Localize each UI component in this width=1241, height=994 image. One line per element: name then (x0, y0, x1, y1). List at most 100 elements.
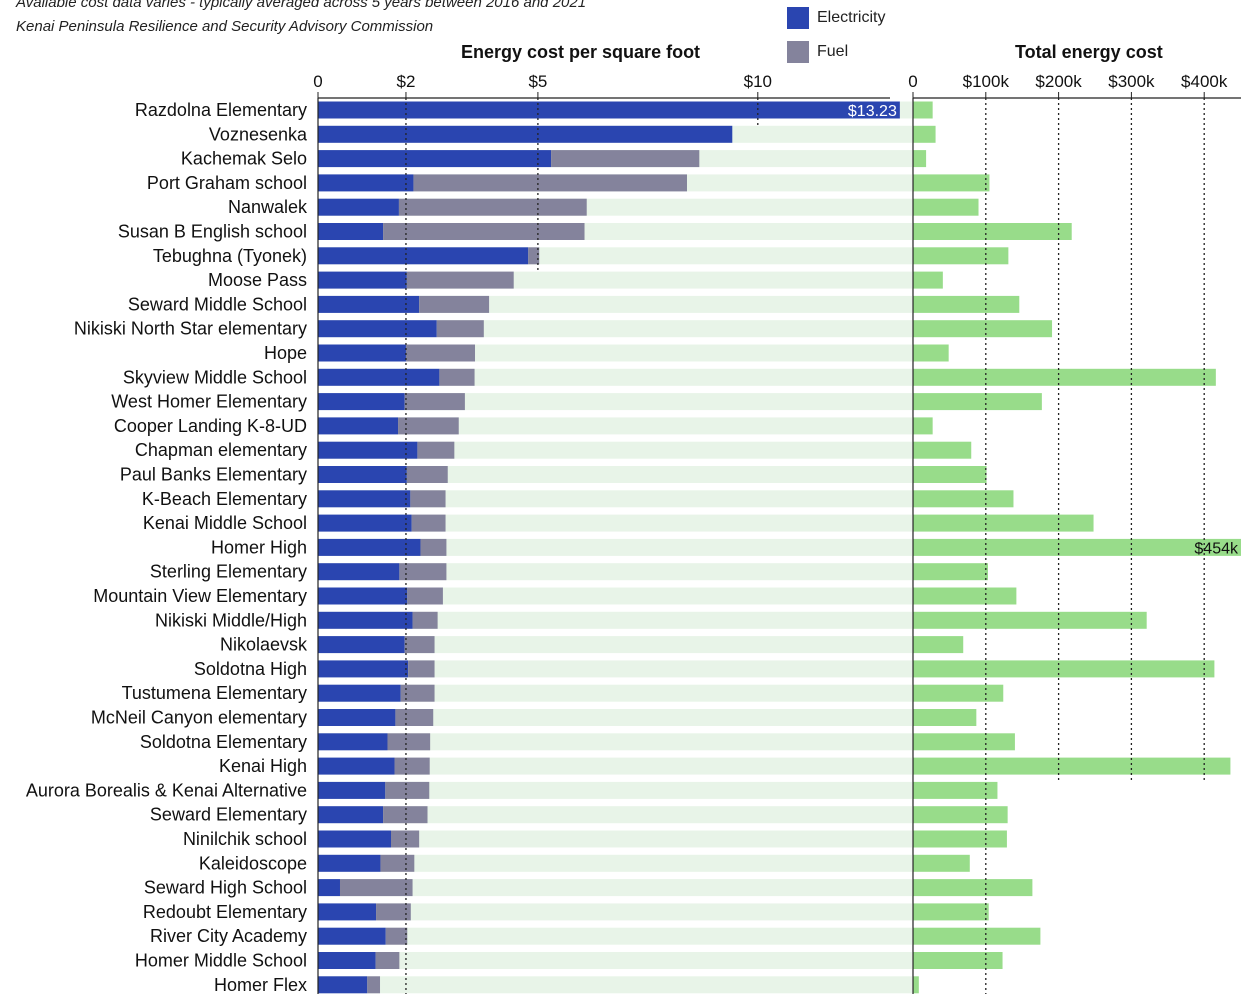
row-background-homer-middle-school (318, 952, 912, 969)
category-label-nikiski-middle-high: Nikiski Middle/High (155, 610, 307, 630)
electricity-bar-nikiski-middle-high (318, 611, 413, 629)
electricity-bar-cooper-landing-k-8-ud (318, 417, 399, 435)
total-bar-skyview-middle-school (913, 368, 1216, 386)
total-bar-aurora-borealis-kenai-alternative (913, 781, 998, 799)
category-label-kaleidoscope: Kaleidoscope (199, 853, 307, 873)
x-tick-label-10: $10 (744, 72, 772, 91)
fuel-bar-chapman-elementary (417, 441, 455, 459)
fuel-bar-nikiski-middle-high (412, 611, 438, 629)
x-tick-label-0: 0 (313, 72, 322, 91)
row-background-west-homer-elementary (318, 393, 912, 411)
row-background-nikiski-middle-high (318, 611, 912, 629)
electricity-bar-nikiski-north-star-elementary (318, 320, 437, 338)
data-label-razdolna-elementary: $13.23 (848, 103, 897, 120)
total-energy-title: Total energy cost (1015, 42, 1163, 62)
category-label-homer-middle-school: Homer Middle School (135, 951, 307, 971)
row-background-kenai-middle-school (318, 514, 912, 532)
row-background-homer-flex (318, 976, 912, 994)
total-bar-sterling-elementary (913, 563, 988, 581)
commission-note: Kenai Peninsula Resilience and Security … (16, 18, 434, 35)
fuel-bar-moose-pass (406, 271, 514, 289)
total-bar-soldotna-high (913, 660, 1215, 678)
category-label-nikolaevsk: Nikolaevsk (220, 635, 308, 655)
row-background-tustumena-elementary (318, 684, 912, 702)
row-background-kaleidoscope (318, 854, 912, 872)
electricity-bar-k-beach-elementary (318, 490, 411, 508)
category-label-nikiski-north-star-elementary: Nikiski North Star elementary (74, 319, 307, 339)
electricity-bar-ninilchik-school (318, 830, 392, 848)
electricity-bar-kaleidoscope (318, 854, 381, 872)
row-background-mcneil-canyon-elementary (318, 709, 912, 726)
fuel-bar-kenai-middle-school (411, 514, 446, 532)
total-bar-tustumena-elementary (913, 684, 1004, 702)
fuel-bar-homer-middle-school (375, 952, 400, 969)
category-label-mountain-view-elementary: Mountain View Elementary (93, 586, 307, 606)
category-label-voznesenka: Voznesenka (209, 124, 308, 144)
category-label-west-homer-elementary: West Homer Elementary (111, 392, 307, 412)
electricity-bar-tustumena-elementary (318, 684, 401, 702)
row-background-soldotna-high (318, 660, 912, 678)
electricity-bar-voznesenka (318, 125, 733, 143)
fuel-bar-west-homer-elementary (404, 393, 465, 411)
row-background-aurora-borealis-kenai-alternative (318, 781, 912, 799)
category-label-seward-elementary: Seward Elementary (150, 805, 307, 825)
fuel-bar-mcneil-canyon-elementary (395, 709, 434, 726)
fuel-bar-kaleidoscope (380, 854, 415, 872)
electricity-bar-seward-high-school (318, 879, 340, 897)
category-label-seward-middle-school: Seward Middle School (128, 294, 307, 314)
total-x-tick-label-300000: $300k (1108, 72, 1155, 91)
fuel-bar-ninilchik-school (391, 830, 420, 848)
category-label-paul-banks-elementary: Paul Banks Elementary (120, 465, 307, 485)
category-label-tebughna-tyonek: Tebughna (Tyonek) (153, 246, 307, 266)
electricity-bar-nikolaevsk (318, 636, 405, 654)
electricity-bar-kenai-middle-school (318, 514, 412, 532)
electricity-bar-seward-elementary (318, 806, 384, 824)
source-note: Available cost data varies - typically a… (16, 0, 587, 11)
legend-electricity-label: Electricity (817, 9, 886, 26)
category-label-river-city-academy: River City Academy (150, 926, 307, 946)
total-bar-k-beach-elementary (913, 490, 1014, 508)
row-background-seward-elementary (318, 806, 912, 824)
electricity-bar-razdolna-elementary (318, 101, 900, 119)
fuel-bar-aurora-borealis-kenai-alternative (385, 781, 430, 799)
category-label-susan-b-english-school: Susan B English school (118, 222, 307, 242)
fuel-bar-tustumena-elementary (400, 684, 435, 702)
fuel-bar-hope (405, 344, 476, 362)
row-background-k-beach-elementary (318, 490, 912, 508)
fuel-bar-kachemak-selo (551, 150, 700, 168)
category-label-seward-high-school: Seward High School (144, 878, 307, 898)
fuel-bar-susan-b-english-school (383, 223, 585, 240)
fuel-bar-soldotna-high (408, 660, 435, 678)
total-x-tick-label-0: 0 (908, 72, 917, 91)
category-label-k-beach-elementary: K-Beach Elementary (142, 489, 307, 509)
fuel-bar-mountain-view-elementary (407, 587, 443, 605)
electricity-bar-soldotna-elementary (318, 733, 388, 751)
electricity-bar-seward-middle-school (318, 295, 420, 313)
total-bar-chapman-elementary (913, 441, 972, 459)
category-label-redoubt-elementary: Redoubt Elementary (143, 902, 307, 922)
electricity-bar-homer-high (318, 538, 421, 556)
total-bar-homer-middle-school (913, 952, 1003, 969)
category-label-hope: Hope (264, 343, 307, 363)
fuel-bar-nikolaevsk (404, 636, 435, 654)
legend-fuel-label: Fuel (817, 43, 849, 60)
electricity-bar-chapman-elementary (318, 441, 418, 459)
energy-per-sqft-title: Energy cost per square foot (461, 42, 701, 62)
electricity-bar-tebughna-tyonek (318, 247, 529, 265)
category-label-chapman-elementary: Chapman elementary (135, 440, 307, 460)
total-bar-seward-high-school (913, 879, 1033, 897)
fuel-bar-paul-banks-elementary (406, 466, 448, 483)
electricity-swatch (787, 7, 809, 29)
category-label-kachemak-selo: Kachemak Selo (181, 149, 307, 169)
fuel-bar-skyview-middle-school (439, 368, 475, 386)
row-background-ninilchik-school (318, 830, 912, 848)
row-background-cooper-landing-k-8-ud (318, 417, 912, 435)
fuel-bar-river-city-academy (385, 927, 408, 945)
total-bar-redoubt-elementary (913, 903, 989, 921)
total-bar-kenai-middle-school (913, 514, 1094, 532)
total-bar-nikiski-north-star-elementary (913, 320, 1053, 338)
total-bar-kachemak-selo (913, 150, 927, 168)
total-bar-hope (913, 344, 949, 362)
category-label-homer-high: Homer High (211, 537, 307, 557)
category-label-sterling-elementary: Sterling Elementary (150, 562, 307, 582)
